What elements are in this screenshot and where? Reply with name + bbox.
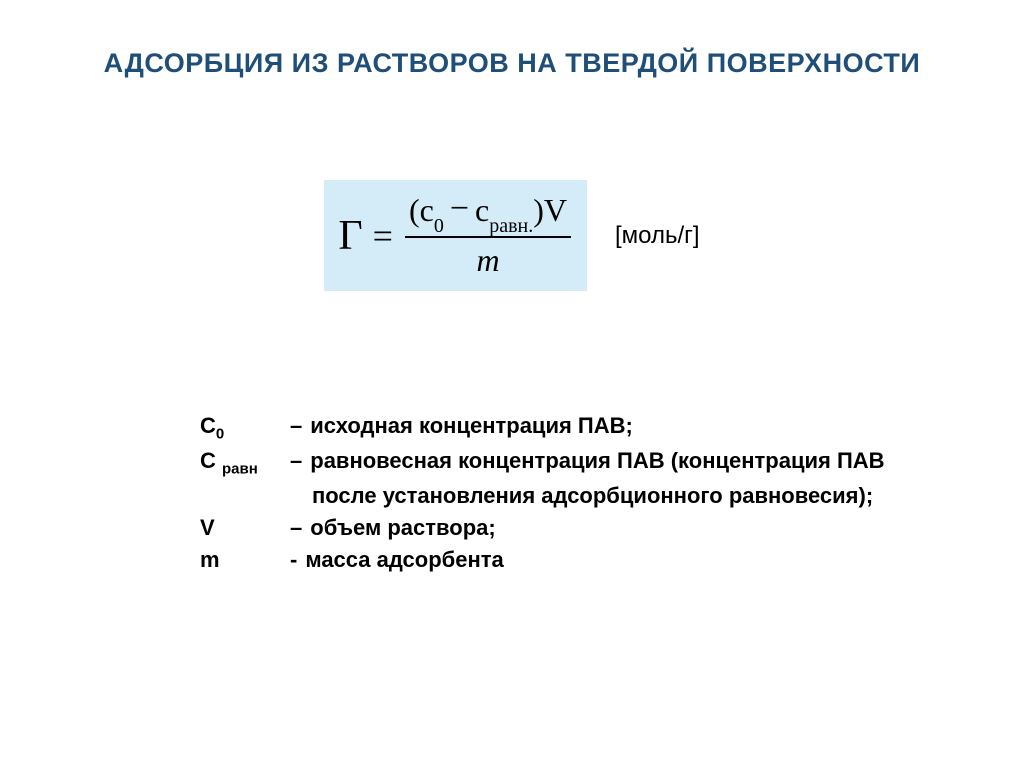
symbol-gamma: Г [338,212,362,260]
rparen: ) [533,192,544,228]
def-c0-dash: – [290,410,302,445]
def-c0-sub: 0 [216,425,224,442]
def-v-dash: – [290,512,302,544]
slide-title: АДСОРБЦИЯ ИЗ РАСТВОРОВ НА ТВЕРДОЙ ПОВЕРХ… [0,48,1024,79]
def-m: m - масса адсорбента [200,544,964,576]
lparen: ( [409,192,420,228]
def-v-desc: объем раствора; [310,512,495,544]
def-m-desc: масса адсорбента [305,544,503,576]
def-cr-sym: С равн [200,445,290,480]
def-c0-sym: С0 [200,410,290,445]
symbol-equals: = [373,215,393,257]
minus: − [450,190,469,227]
def-m-dash: - [290,544,297,576]
c0-sub: 0 [434,215,444,237]
cr: c [475,192,489,228]
def-cr-cont: после установления адсорбционного равнов… [200,480,964,512]
definitions-block: С0 – исходная концентрация ПАВ; С равн –… [200,410,964,576]
def-m-sym: m [200,544,290,576]
formula-row: Г = (c0−cравн.)V m [моль/г] [0,180,1024,291]
V: V [544,192,567,228]
formula-box: Г = (c0−cравн.)V m [324,180,587,291]
fraction: (c0−cравн.)V m [405,192,571,279]
def-v: V – объем раствора; [200,512,964,544]
def-cr-dash: – [290,445,302,480]
def-cr-desc: равновесная концентрация ПАВ (концентрац… [310,445,884,480]
unit-label: [моль/г] [615,222,700,250]
def-c0-letter: С [200,413,216,438]
def-c0-desc: исходная концентрация ПАВ; [310,410,633,445]
def-v-sym: V [200,512,290,544]
cr-sub: равн. [489,215,533,237]
denominator: m [476,238,499,279]
def-cr-sub: равн [222,461,258,478]
c0: c [420,192,434,228]
def-cr: С равн – равновесная концентрация ПАВ (к… [200,445,964,480]
numerator: (c0−cравн.)V [405,192,571,236]
def-cr-letter: С [200,448,222,473]
def-c0: С0 – исходная концентрация ПАВ; [200,410,964,445]
